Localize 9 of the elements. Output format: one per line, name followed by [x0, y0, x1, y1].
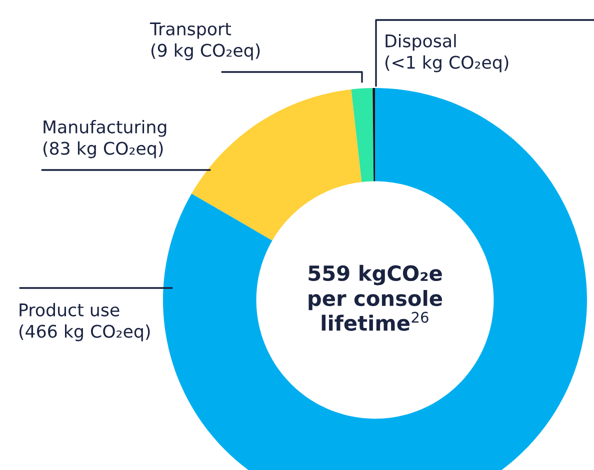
- data-label: (466 kg CO₂eq): [19, 324, 150, 342]
- text: 559 kgCO₂e per console lifetime$^{26}$: [308, 264, 442, 331]
- slice-label: Disposal: [386, 34, 456, 51]
- data-label: (83 kg CO₂eq): [43, 141, 163, 158]
- data-label: (<1 kg CO₂eq): [385, 55, 508, 72]
- slice-label: Manufacturing: [44, 120, 166, 137]
- slice-label: Transport: [150, 22, 232, 39]
- data-label: (9 kg CO₂eq): [151, 43, 260, 60]
- slice-label: Product use: [20, 303, 120, 316]
